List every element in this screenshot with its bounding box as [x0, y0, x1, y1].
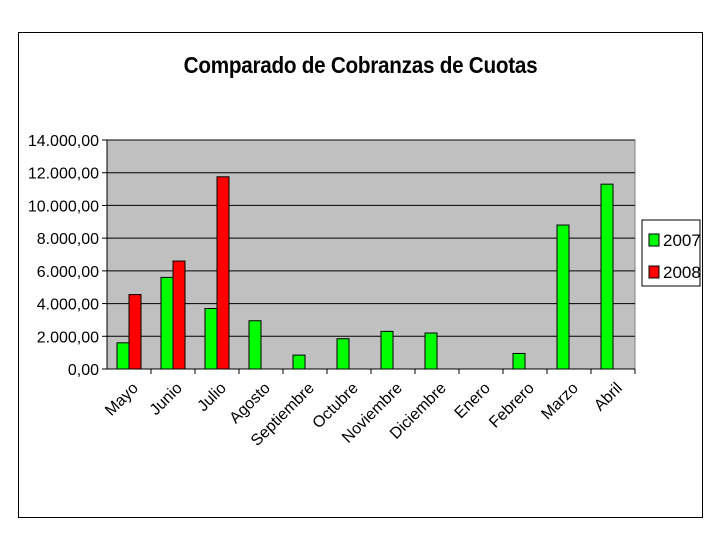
bar-2007-julio: [204, 307, 218, 370]
y-tick-label: 10.000,00: [28, 198, 99, 215]
y-tick-label: 8.000,00: [37, 231, 99, 248]
bar-2008-julio: [216, 176, 230, 370]
x-tick-label: Enero: [452, 380, 494, 422]
legend-label-2007: 2007: [663, 231, 701, 250]
plot-background: [106, 139, 636, 370]
bar-2008-mayo: [128, 294, 142, 370]
x-tick-label: Mayo: [102, 380, 142, 420]
bars: [116, 176, 614, 370]
bar-2007-agosto: [248, 320, 262, 370]
bar-2007-junio: [160, 276, 174, 370]
x-tick-label: Febrero: [486, 380, 538, 432]
y-tick-label: 14.000,00: [28, 133, 99, 150]
y-tick-label: 12.000,00: [28, 166, 99, 183]
y-tick-label: 2.000,00: [37, 329, 99, 346]
x-tick-label: Junio: [147, 380, 186, 419]
bar-2007-diciembre: [424, 332, 438, 370]
chart-title: Comparado de Cobranzas de Cuotas: [183, 52, 538, 78]
x-tick-label: Abril: [591, 380, 626, 415]
plot-area: [106, 139, 636, 370]
y-tick-label: 0,00: [68, 362, 99, 379]
bar-2007-marzo: [556, 224, 570, 370]
x-tick-label: Julio: [195, 380, 230, 415]
bar-2007-octubre: [336, 338, 350, 370]
bar-2007-abril: [600, 183, 614, 370]
x-tick-label: Marzo: [538, 380, 582, 424]
legend-label-2008: 2008: [663, 263, 701, 282]
bar-2008-junio: [172, 260, 186, 370]
bar-2007-noviembre: [380, 330, 394, 370]
legend-swatch-2008: [648, 265, 660, 279]
gridlines: [107, 139, 635, 337]
legend: 2007 2008: [641, 219, 701, 287]
y-tick-label: 4.000,00: [37, 297, 99, 314]
bar-2007-mayo: [116, 342, 130, 370]
y-tick-label: 6.000,00: [37, 264, 99, 281]
legend-swatch-2007: [648, 233, 660, 247]
bar-2007-febrero: [512, 352, 526, 370]
bar-2007-septiembre: [292, 354, 306, 370]
